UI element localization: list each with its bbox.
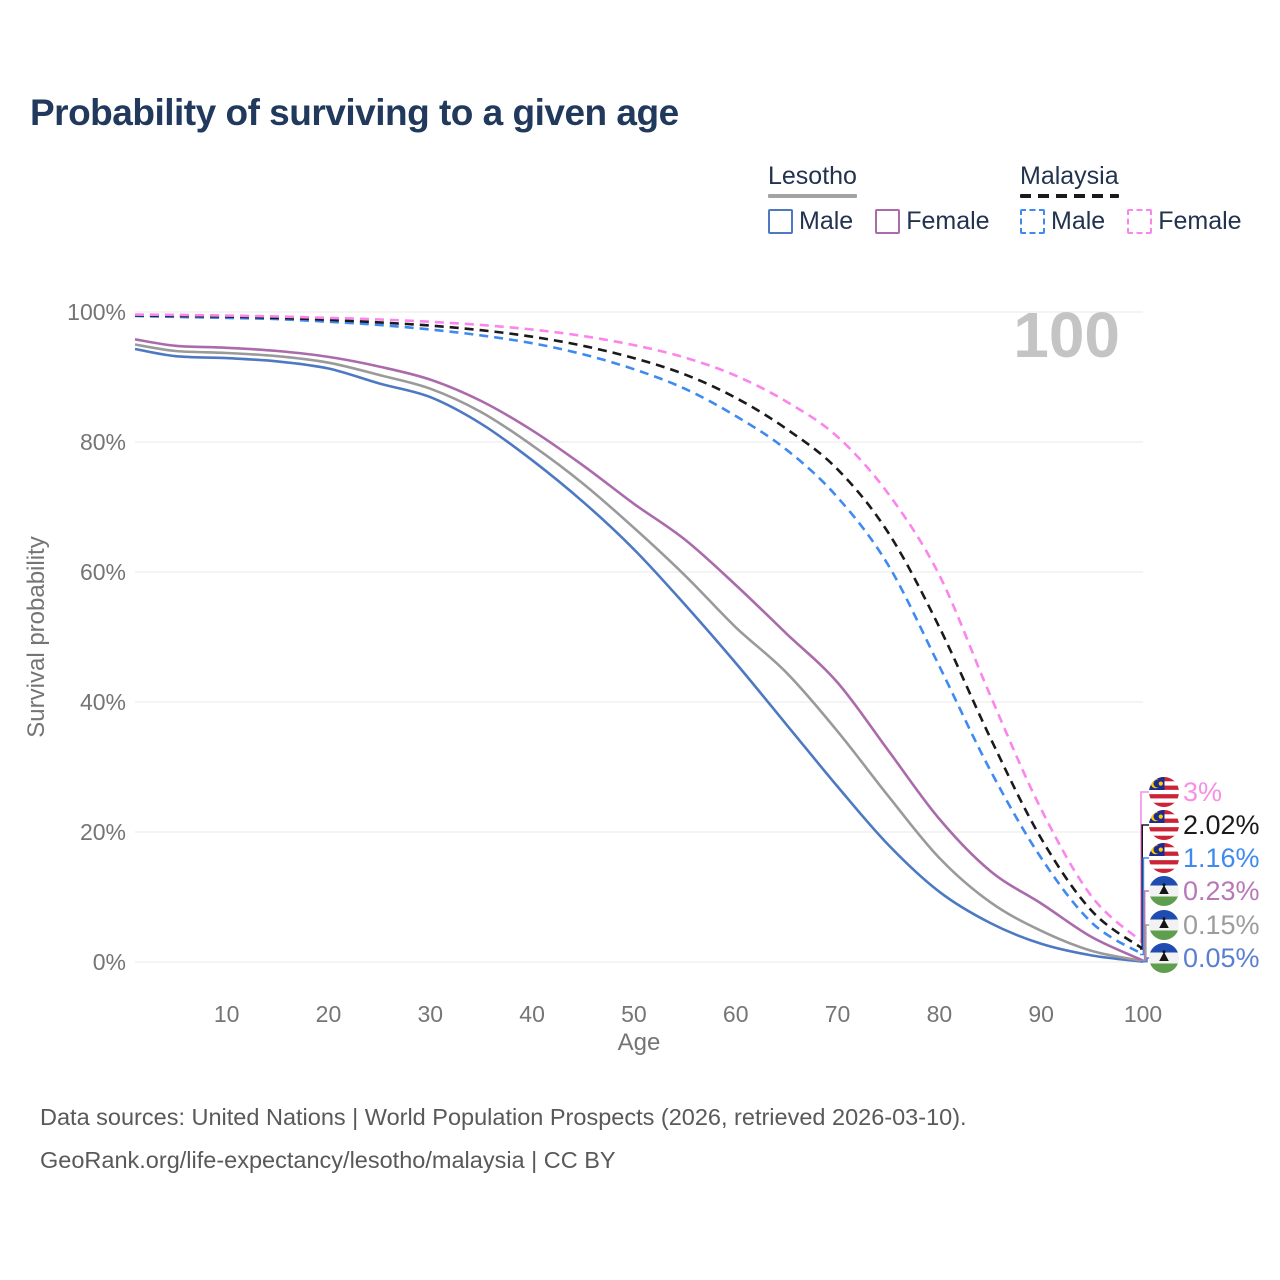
series-line-lesotho-both-sexes xyxy=(134,343,1144,963)
x-tick-label: 10 xyxy=(214,1001,240,1027)
x-tick-label: 80 xyxy=(927,1001,953,1027)
lesotho-flag-icon xyxy=(1149,943,1179,973)
line-swatch-icon xyxy=(875,209,901,234)
y-axis-title: Survival probability xyxy=(23,536,50,737)
x-tick-label: 60 xyxy=(723,1001,749,1027)
x-tick-label: 30 xyxy=(417,1001,443,1027)
y-tick-label: 80% xyxy=(80,429,126,455)
end-label-malaysia-female: 3% xyxy=(1183,777,1222,807)
end-label-lesotho-male: 0.05% xyxy=(1183,943,1260,973)
x-axis-title: Age xyxy=(618,1029,661,1056)
y-tick-label: 60% xyxy=(80,559,126,585)
y-tick-label: 100% xyxy=(67,299,126,325)
footer: Data sources: United Nations | World Pop… xyxy=(40,1104,967,1190)
legend-group-lesotho: Lesotho Male Female xyxy=(768,162,990,236)
line-swatch-icon xyxy=(1020,209,1045,234)
y-tick-label: 40% xyxy=(80,689,126,715)
end-label-malaysia-male: 1.16% xyxy=(1183,843,1260,873)
legend-items-malaysia: Male Female xyxy=(1020,207,1242,236)
legend-group-title-malaysia: Malaysia xyxy=(1020,162,1119,190)
x-tick-label: 100 xyxy=(1124,1001,1162,1027)
end-label-lesotho-female: 0.23% xyxy=(1183,876,1260,906)
legend-underline-dashed xyxy=(1020,194,1119,198)
leader-line-malaysia-both-sexes xyxy=(1140,824,1151,950)
malaysia-flag-icon xyxy=(1149,843,1179,873)
legend-group-malaysia: Malaysia Male Female xyxy=(1020,162,1242,236)
x-tick-label: 90 xyxy=(1028,1001,1054,1027)
end-label-malaysia-both-sexes: 2.02% xyxy=(1183,810,1260,840)
legend-underline-solid xyxy=(768,194,857,198)
leader-line-malaysia-male xyxy=(1140,857,1151,956)
data-sources-text: Data sources: United Nations | World Pop… xyxy=(40,1104,967,1130)
lesotho-flag-icon xyxy=(1149,910,1179,940)
x-tick-label: 20 xyxy=(316,1001,342,1027)
attribution-link-text[interactable]: GeoRank.org/life-expectancy/lesotho/mala… xyxy=(40,1147,616,1173)
legend-item-label: Female xyxy=(906,207,990,235)
series-line-malaysia-female xyxy=(134,313,1144,944)
malaysia-flag-icon xyxy=(1149,777,1179,807)
x-tick-label: 70 xyxy=(825,1001,851,1027)
x-tick-label: 50 xyxy=(621,1001,647,1027)
legend-group-title-lesotho: Lesotho xyxy=(768,162,857,190)
y-tick-label: 20% xyxy=(80,819,126,845)
lesotho-flag-icon xyxy=(1149,876,1179,906)
legend-item-lesotho-male[interactable]: Male xyxy=(768,207,853,236)
x-tick-label: 40 xyxy=(519,1001,545,1027)
legend-item-label: Male xyxy=(1051,207,1106,235)
series-line-malaysia-both-sexes xyxy=(134,314,1144,950)
legend-item-lesotho-female[interactable]: Female xyxy=(875,207,990,236)
legend-items-lesotho: Male Female xyxy=(768,207,990,236)
age-counter-watermark: 100 xyxy=(1013,299,1120,371)
series-line-malaysia-male xyxy=(134,314,1144,956)
end-label-lesotho-both-sexes: 0.15% xyxy=(1183,910,1260,940)
line-swatch-icon xyxy=(1127,209,1153,234)
series-line-lesotho-female xyxy=(134,338,1144,962)
legend-item-malaysia-female[interactable]: Female xyxy=(1127,207,1242,236)
line-swatch-icon xyxy=(768,209,793,234)
series-line-lesotho-male xyxy=(134,347,1144,963)
malaysia-flag-icon xyxy=(1149,810,1179,840)
leader-line-malaysia-female xyxy=(1140,791,1151,944)
legend-item-label: Female xyxy=(1158,207,1242,235)
legend-item-label: Male xyxy=(799,207,854,235)
legend-item-malaysia-male[interactable]: Male xyxy=(1020,207,1105,236)
page-title: Probability of surviving to a given age xyxy=(30,92,679,133)
y-tick-label: 0% xyxy=(93,949,126,975)
